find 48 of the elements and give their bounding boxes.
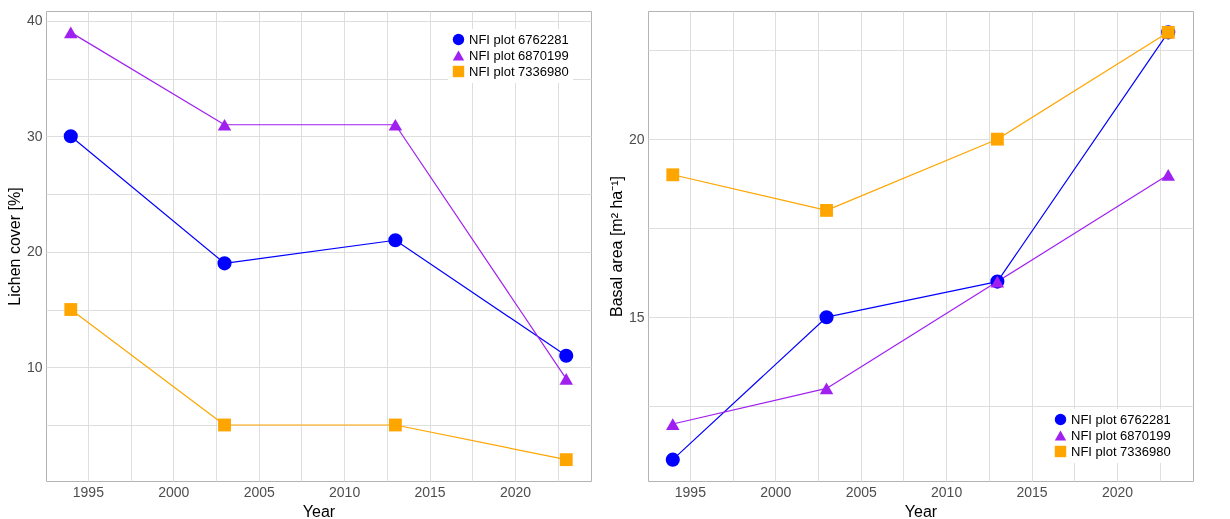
point — [819, 382, 834, 395]
point — [1161, 168, 1175, 181]
point — [388, 233, 403, 248]
point — [217, 118, 232, 131]
y-axis-title: Lichen cover [%] — [5, 187, 23, 306]
point — [217, 256, 232, 271]
y-axis-title: Basal area [m² ha⁻¹] — [607, 175, 625, 318]
legend-label: NFI plot 7336980 — [469, 63, 569, 79]
legend-label: NFI plot 6762281 — [469, 31, 569, 47]
y-tick-label: 30 — [26, 127, 43, 144]
point — [665, 452, 680, 467]
x-tick-label: 2010 — [931, 483, 963, 500]
y-tick-label: 20 — [26, 243, 43, 260]
x-tick-label: 2020 — [1101, 483, 1134, 500]
point — [64, 26, 78, 39]
point — [388, 418, 402, 432]
x-axis-title: Year — [302, 502, 336, 519]
legend-label: NFI plot 6762281 — [1071, 411, 1171, 427]
point — [559, 453, 573, 467]
point — [64, 303, 78, 316]
x-tick-label: 2005 — [243, 483, 275, 500]
point — [388, 118, 403, 131]
point — [63, 129, 78, 144]
x-axis-title: Year — [904, 502, 938, 519]
legend-label: NFI plot 7336980 — [1071, 443, 1171, 459]
point — [559, 348, 574, 363]
point — [820, 203, 833, 217]
x-tick-label: 1995 — [674, 483, 707, 500]
y-tick-label: 10 — [26, 358, 43, 375]
point — [218, 418, 231, 432]
x-tick-label: 2005 — [845, 483, 877, 500]
x-tick-label: 2015 — [414, 483, 446, 500]
legend-label: NFI plot 6870199 — [1071, 427, 1171, 443]
point — [559, 372, 573, 385]
point — [666, 168, 680, 182]
x-tick-label: 2020 — [499, 483, 532, 500]
point — [990, 132, 1004, 146]
point — [819, 310, 834, 325]
y-tick-label: 40 — [26, 12, 43, 29]
y-tick-label: 20 — [628, 130, 645, 147]
x-tick-label: 2000 — [760, 483, 792, 500]
x-tick-label: 2000 — [158, 483, 190, 500]
legend-label: NFI plot 6870199 — [469, 47, 569, 63]
x-tick-label: 2010 — [329, 483, 361, 500]
x-tick-label: 1995 — [72, 483, 105, 500]
x-tick-label: 2015 — [1016, 483, 1048, 500]
point — [666, 418, 680, 430]
y-tick-label: 15 — [628, 308, 645, 325]
